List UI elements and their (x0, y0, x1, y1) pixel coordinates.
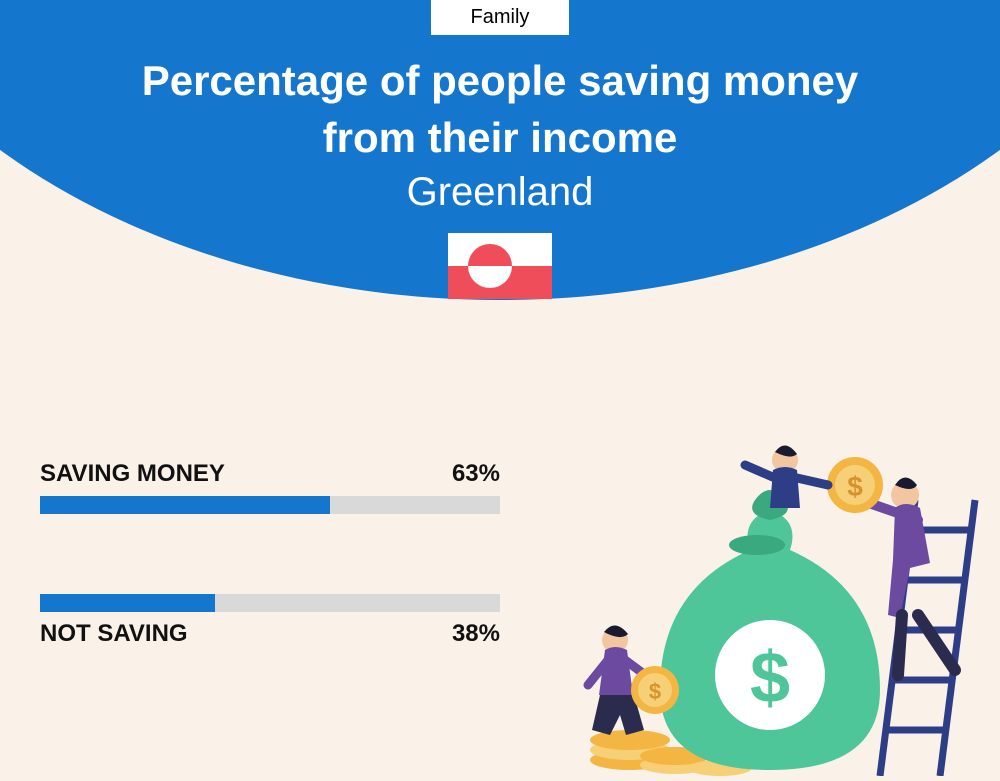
bar-fill (40, 594, 215, 612)
title-line-2: from their income (323, 114, 678, 161)
chart-area: SAVING MONEY 63% NOT SAVING 38% (40, 460, 500, 728)
svg-text:$: $ (847, 471, 863, 502)
svg-text:$: $ (750, 638, 790, 718)
header: Family Percentage of people saving money… (0, 0, 1000, 299)
bar-value: 63% (452, 460, 500, 488)
page-subtitle: Greenland (0, 170, 1000, 215)
bar-fill (40, 496, 330, 514)
bar-value: 38% (452, 620, 500, 648)
bar-labels: SAVING MONEY 63% (40, 460, 500, 488)
bar-track (40, 594, 500, 612)
bar-group-saving: SAVING MONEY 63% (40, 460, 500, 514)
bar-group-not-saving: NOT SAVING 38% (40, 594, 500, 648)
svg-text:$: $ (649, 679, 661, 704)
bar-label: NOT SAVING (40, 620, 188, 648)
bar-label: SAVING MONEY (40, 460, 225, 488)
money-bag-icon: $ (660, 490, 880, 770)
category-pill: Family (431, 0, 570, 35)
bar-labels: NOT SAVING 38% (40, 620, 500, 648)
title-line-1: Percentage of people saving money (142, 57, 859, 104)
flag-greenland (448, 233, 552, 299)
page-title: Percentage of people saving money from t… (0, 53, 1000, 166)
bar-track (40, 496, 500, 514)
savings-illustration: $ $ (560, 430, 980, 776)
